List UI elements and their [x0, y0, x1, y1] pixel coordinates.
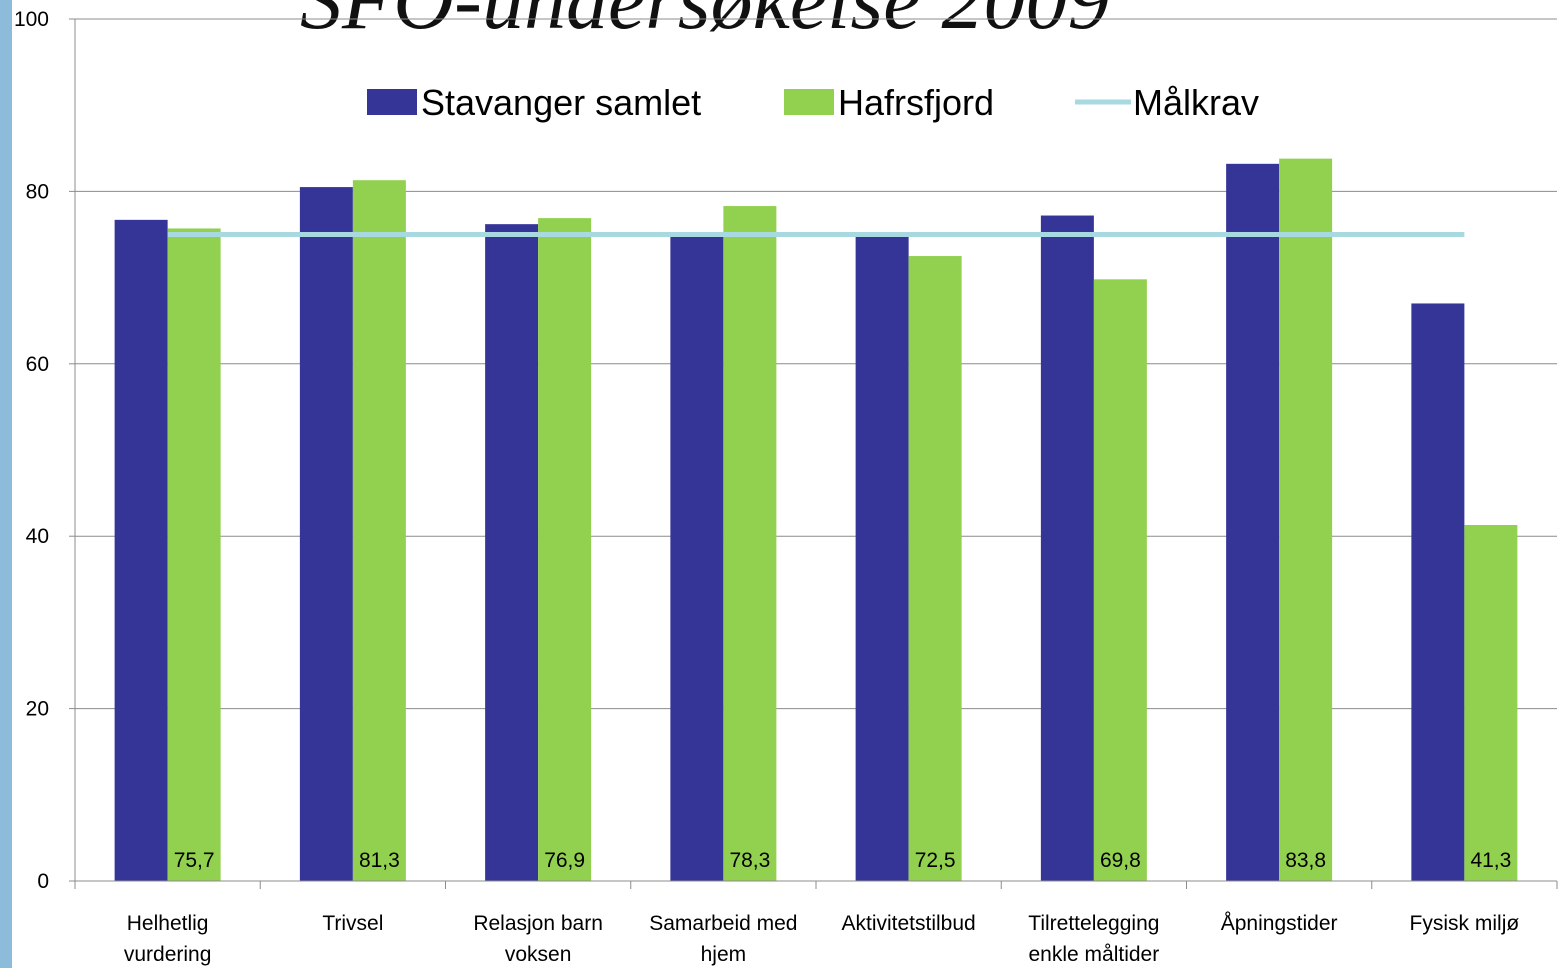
data-label: 76,9	[544, 849, 585, 872]
bar-hafrsfjord	[167, 228, 221, 881]
bar-stavanger	[1040, 215, 1094, 881]
x-tick-label: Tilrettelegging	[1028, 912, 1159, 935]
y-tick-label: 40	[26, 525, 49, 548]
bar-stavanger	[485, 224, 539, 881]
y-tick-label: 20	[26, 698, 49, 721]
bars	[114, 158, 1518, 882]
gridlines	[75, 18, 1557, 710]
bar-hafrsfjord	[1093, 279, 1147, 882]
bar-stavanger	[855, 234, 909, 881]
x-tick-label: Fysisk miljø	[1410, 912, 1520, 935]
bar-stavanger	[1411, 303, 1465, 882]
axes: 0 20 40 60 80 100 Helhetlig vurdering Trivsel Rel…	[14, 8, 1558, 966]
data-label: 75,7	[174, 849, 215, 872]
data-label: 41,3	[1470, 849, 1511, 872]
data-label: 72,5	[915, 849, 956, 872]
left-decor-strip	[0, 0, 12, 968]
x-tick-label: hjem	[701, 943, 747, 966]
x-tick-label: Trivsel	[322, 912, 383, 935]
legend-swatch	[367, 89, 417, 115]
data-label: 78,3	[729, 849, 770, 872]
legend-swatch	[784, 89, 834, 115]
data-labels: 75,7 81,3 76,9 78,3 72,5 69,8 83,8 41,3	[174, 849, 1512, 872]
x-tick-label: Helhetlig	[127, 912, 209, 935]
x-tick-label: enkle måltider	[1029, 943, 1160, 966]
bar-stavanger	[1226, 163, 1280, 882]
y-tick-label: 60	[26, 353, 49, 376]
data-label: 81,3	[359, 849, 400, 872]
y-tick-label: 0	[37, 870, 49, 893]
data-label: 69,8	[1100, 849, 1141, 872]
y-tick-label: 100	[14, 8, 49, 31]
data-label: 83,8	[1285, 849, 1326, 872]
bar-stavanger	[670, 234, 724, 881]
bar-hafrsfjord	[1279, 158, 1333, 882]
bar-hafrsfjord	[538, 218, 592, 881]
bar-hafrsfjord	[352, 180, 406, 882]
legend-label: Stavanger samlet	[421, 82, 701, 123]
bar-stavanger	[299, 187, 353, 882]
bar-stavanger	[114, 219, 168, 881]
x-tick-label: Samarbeid med	[649, 912, 797, 935]
x-tick-label: Åpningstider	[1221, 912, 1338, 935]
bar-hafrsfjord	[908, 256, 962, 881]
x-tick-label: voksen	[505, 943, 572, 966]
y-tick-label: 80	[26, 180, 49, 203]
x-tick-label: Aktivitetstilbud	[842, 912, 976, 935]
x-tick-label: Relasjon barn	[473, 912, 603, 935]
bar-hafrsfjord	[1464, 524, 1518, 881]
legend-label: Hafrsfjord	[838, 82, 994, 123]
legend-label: Målkrav	[1133, 82, 1259, 123]
chart-title: SFO-undersøkelse 2009	[300, 0, 1110, 47]
x-tick-label: vurdering	[124, 943, 212, 966]
legend: Stavanger samlet Hafrsfjord Målkrav	[367, 82, 1259, 123]
bar-hafrsfjord	[723, 206, 777, 881]
